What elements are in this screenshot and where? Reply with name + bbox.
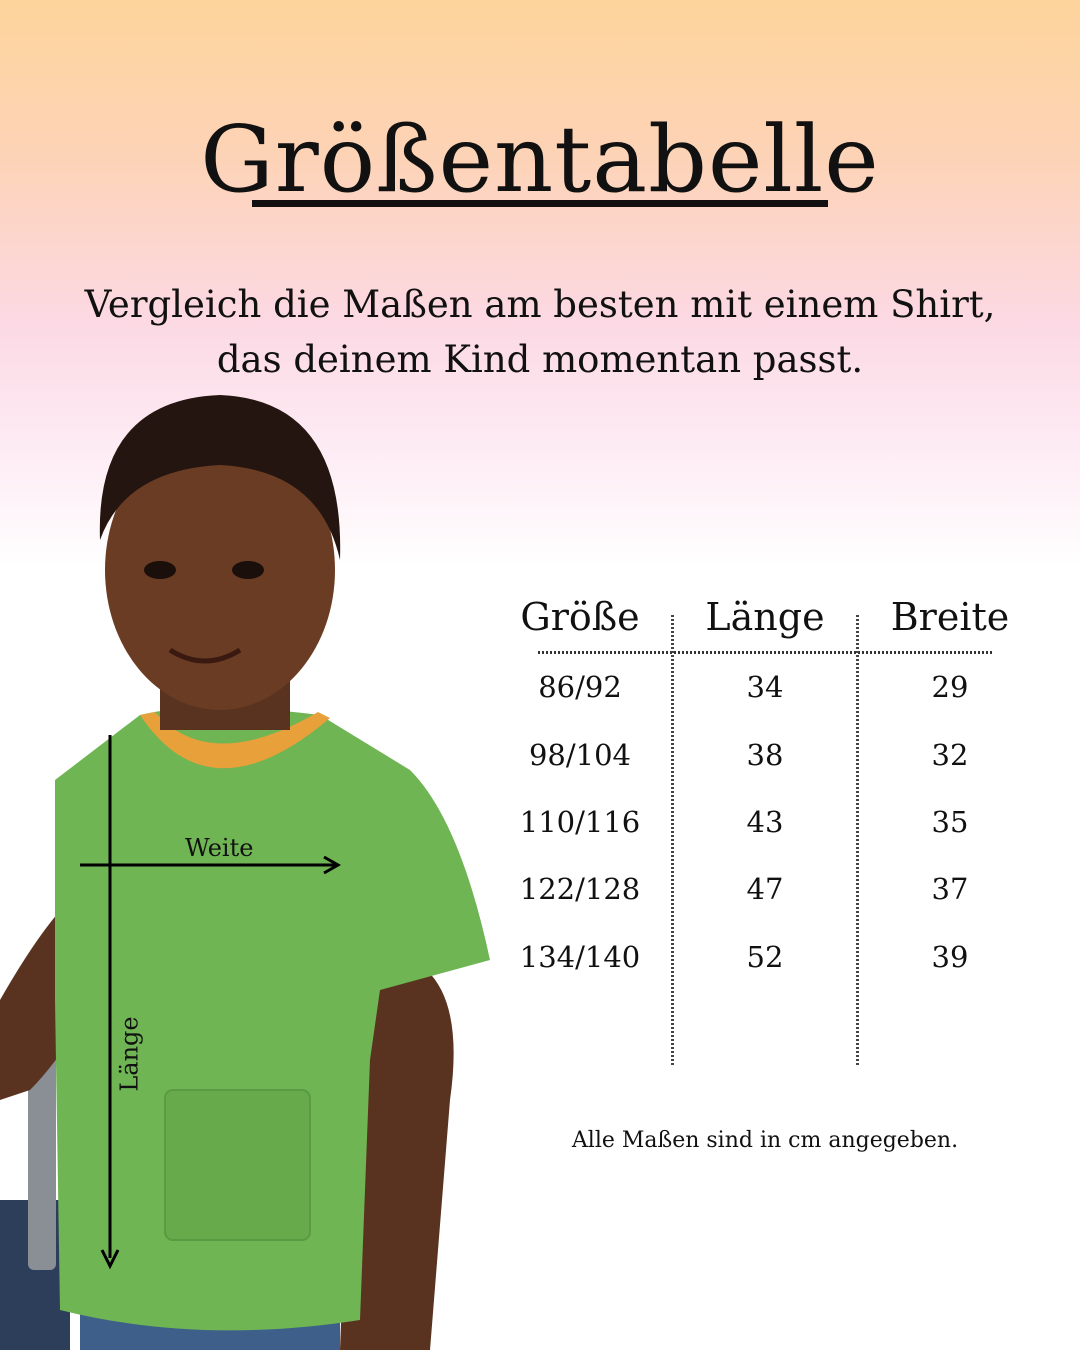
cell-width: 35 bbox=[931, 805, 969, 839]
cell-length: 38 bbox=[746, 738, 784, 772]
length-label: Länge bbox=[115, 1016, 144, 1092]
cell-width: 37 bbox=[931, 872, 969, 906]
cell-length: 52 bbox=[746, 940, 784, 974]
header-width: Breite bbox=[890, 595, 1010, 639]
column-divider bbox=[856, 615, 859, 1065]
header-size: Größe bbox=[520, 595, 640, 639]
subtitle-line-1: Vergleich die Maßen am besten mit einem … bbox=[84, 283, 996, 326]
title-underline bbox=[252, 200, 828, 207]
header-divider bbox=[538, 651, 992, 654]
units-note: Alle Maßen sind in cm angegeben. bbox=[571, 1128, 959, 1153]
cell-width: 32 bbox=[931, 738, 969, 772]
cell-length: 34 bbox=[746, 670, 784, 704]
suitcase-handle bbox=[28, 1030, 56, 1270]
cell-size: 122/128 bbox=[519, 872, 641, 906]
column-divider bbox=[671, 615, 674, 1065]
cell-size: 86/92 bbox=[538, 670, 622, 704]
cell-size: 98/104 bbox=[528, 738, 632, 772]
header-length: Länge bbox=[705, 595, 825, 639]
cell-size: 134/140 bbox=[519, 940, 641, 974]
cell-length: 43 bbox=[746, 805, 784, 839]
collar bbox=[140, 712, 330, 769]
child-photo bbox=[0, 395, 490, 1350]
cell-width: 39 bbox=[931, 940, 969, 974]
hair bbox=[99, 395, 341, 560]
width-label: Weite bbox=[185, 834, 254, 862]
page-title: Größentabelle bbox=[200, 106, 880, 213]
cell-length: 47 bbox=[746, 872, 784, 906]
subtitle-line-2: das deinem Kind momentan passt. bbox=[216, 338, 864, 381]
cell-width: 29 bbox=[931, 670, 969, 704]
cell-size: 110/116 bbox=[519, 805, 641, 839]
child-face bbox=[105, 430, 335, 710]
green-shirt bbox=[55, 707, 490, 1331]
